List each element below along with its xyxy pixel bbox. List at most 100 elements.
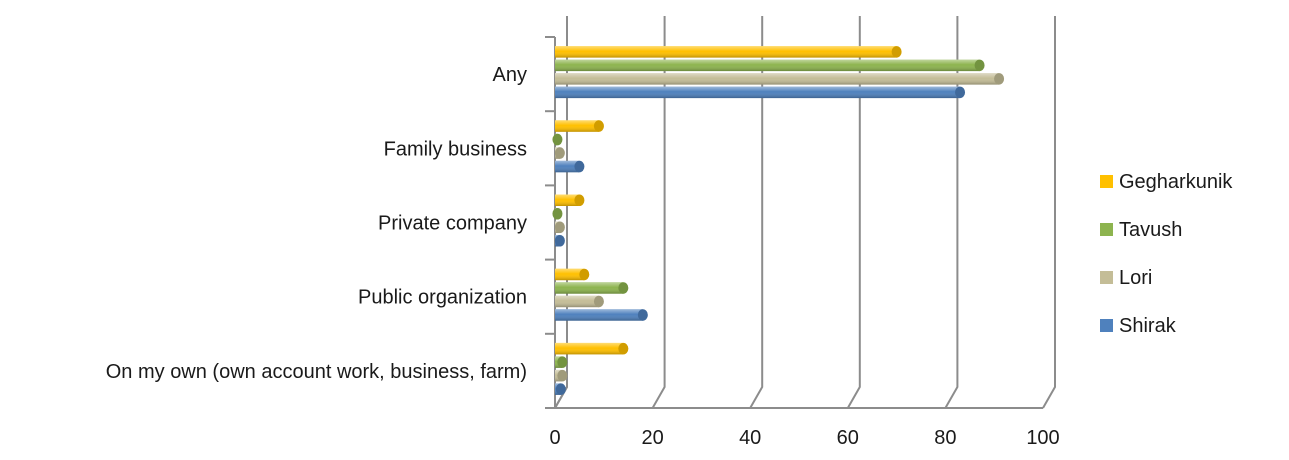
bar-end-cap xyxy=(557,369,568,382)
bar-gegharkunik-private-company xyxy=(555,194,585,206)
bar-end-cap xyxy=(552,208,563,220)
legend: Gegharkunik Tavush Lori Shirak xyxy=(1100,171,1233,337)
gridline-40 xyxy=(749,16,764,409)
bar-shading xyxy=(555,160,580,173)
x-tick-label-40: 40 xyxy=(739,427,761,449)
category-label-on-my-own-own-account-work-business-farm: On my own (own account work, business, f… xyxy=(106,361,527,383)
bar-end-cap xyxy=(994,73,1005,85)
bars-layer xyxy=(552,46,1005,395)
bar-tavush-private-company xyxy=(552,208,563,220)
legend-swatch xyxy=(1100,319,1113,332)
bar-end-cap xyxy=(891,46,902,58)
category-label-family-business: Family business xyxy=(384,138,527,160)
bar-shading xyxy=(555,282,624,294)
bar-end-cap xyxy=(555,383,566,395)
bar-end-cap xyxy=(593,120,604,132)
legend-item-gegharkunik: Gegharkunik xyxy=(1100,171,1233,193)
legend-label: Gegharkunik xyxy=(1119,171,1233,193)
bar-end-cap-shade xyxy=(618,342,629,355)
bar-shading xyxy=(555,309,643,321)
bar-shading xyxy=(555,268,585,281)
bar-end-cap-shade xyxy=(637,309,648,321)
bar-lori-any xyxy=(555,73,1005,85)
bar-shading xyxy=(555,73,1000,85)
bar-gegharkunik-on-my-own-own-account-work-business-farm xyxy=(555,342,629,355)
bar-end-cap xyxy=(554,221,565,233)
legend-item-lori: Lori xyxy=(1100,267,1152,289)
bar-end-cap xyxy=(974,59,985,72)
legend-swatch xyxy=(1100,223,1113,236)
bar-tavush-public-organization xyxy=(555,282,629,294)
bar-shirak-private-company xyxy=(554,235,565,247)
bar-end-cap-shade xyxy=(552,133,563,146)
x-tick-label-0: 0 xyxy=(549,427,560,449)
bar-shirak-any xyxy=(555,86,966,99)
bar-end-cap-shade xyxy=(557,356,568,368)
bar-end-cap xyxy=(574,160,585,173)
bar-end-cap xyxy=(637,309,648,321)
bar-end-cap-shade xyxy=(994,73,1005,85)
bar-end-cap-shade xyxy=(552,208,563,220)
x-tick-label-100: 100 xyxy=(1026,427,1059,449)
bar-shading xyxy=(555,120,599,132)
bar-end-cap-shade xyxy=(554,221,565,233)
x-tick-label-20: 20 xyxy=(641,427,663,449)
bar-end-cap-shade xyxy=(555,383,566,395)
bar-shirak-public-organization xyxy=(555,309,648,321)
bar-end-cap-shade xyxy=(579,268,590,281)
bar-end-cap xyxy=(955,86,966,99)
bar-end-cap xyxy=(552,133,563,146)
legend-label: Shirak xyxy=(1119,315,1177,337)
y-axis-line xyxy=(554,16,568,409)
bar-shirak-family-business xyxy=(555,160,585,173)
gridline-80 xyxy=(944,16,959,409)
bar-end-cap-shade xyxy=(593,295,604,308)
bar-end-cap-shade xyxy=(955,86,966,99)
bar-tavush-family-business xyxy=(552,133,563,146)
bar-lori-family-business xyxy=(554,147,565,159)
bar-shading xyxy=(555,46,897,58)
bar-gegharkunik-any xyxy=(555,46,902,58)
bar-lori-on-my-own-own-account-work-business-farm xyxy=(555,369,568,382)
legend-label: Tavush xyxy=(1119,219,1182,241)
bar-shading xyxy=(555,59,980,72)
bar-end-cap-shade xyxy=(974,59,985,72)
category-label-any: Any xyxy=(493,64,527,86)
bar-shading xyxy=(555,86,961,99)
bar-shading xyxy=(555,342,624,355)
bar-end-cap xyxy=(579,268,590,281)
bar-end-cap-shade xyxy=(593,120,604,132)
bar-shading xyxy=(555,295,599,308)
bar-lori-private-company xyxy=(554,221,565,233)
bar-tavush-on-my-own-own-account-work-business-farm xyxy=(555,356,568,368)
legend-swatch xyxy=(1100,175,1113,188)
gridline-20 xyxy=(651,16,666,409)
bar-end-cap-shade xyxy=(891,46,902,58)
bar-end-cap-shade xyxy=(554,235,565,247)
bar-end-cap xyxy=(554,147,565,159)
x-tick-label-80: 80 xyxy=(934,427,956,449)
grid-layer xyxy=(545,16,1056,409)
bar-end-cap-shade xyxy=(574,194,585,206)
bar-end-cap xyxy=(574,194,585,206)
bar-gegharkunik-family-business xyxy=(555,120,604,132)
legend-swatch xyxy=(1100,271,1113,284)
legend-item-shirak: Shirak xyxy=(1100,315,1177,337)
x-tick-label-60: 60 xyxy=(837,427,859,449)
bar-end-cap-shade xyxy=(557,369,568,382)
bar-end-cap xyxy=(618,282,629,294)
bar-end-cap xyxy=(618,342,629,355)
bar-end-cap xyxy=(593,295,604,308)
gridline-100 xyxy=(1042,16,1056,409)
bar-end-cap-shade xyxy=(574,160,585,173)
bar-end-cap-shade xyxy=(554,147,565,159)
bar-end-cap xyxy=(557,356,568,368)
bar-gegharkunik-public-organization xyxy=(555,268,590,281)
bar-shading xyxy=(555,194,580,206)
bar-lori-public-organization xyxy=(555,295,604,308)
bar-end-cap-shade xyxy=(618,282,629,294)
category-label-private-company: Private company xyxy=(378,213,527,235)
legend-label: Lori xyxy=(1119,267,1152,289)
